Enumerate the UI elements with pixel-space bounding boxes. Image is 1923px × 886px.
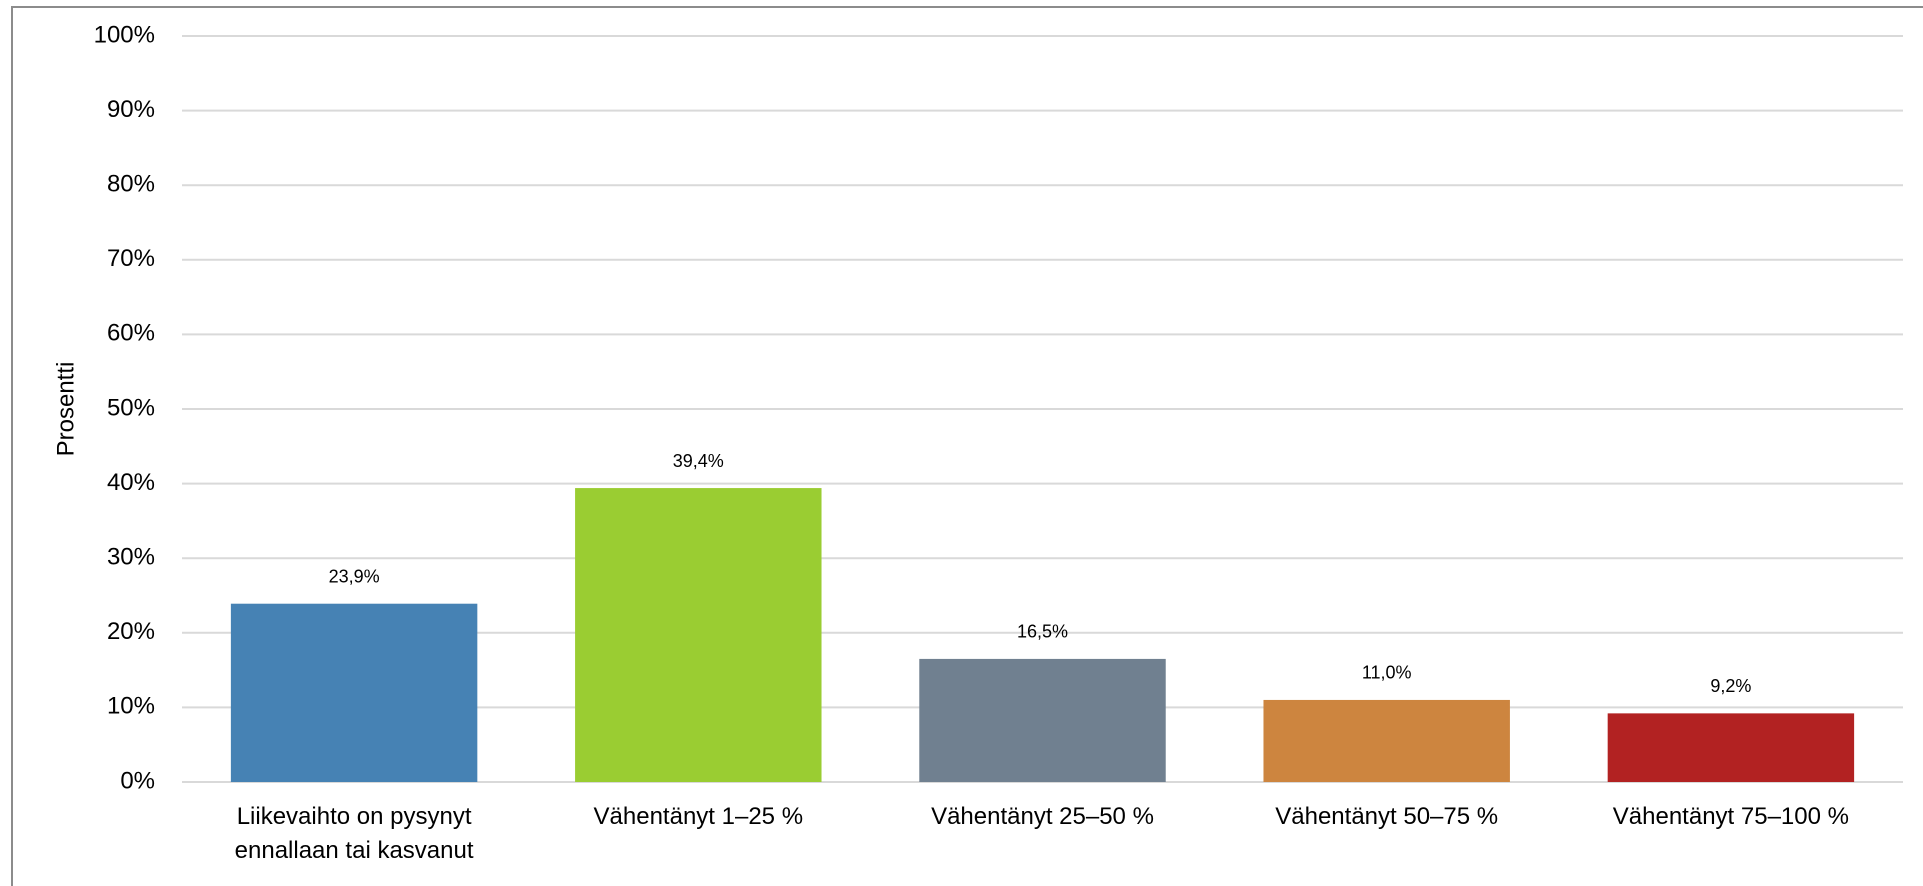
y-tick-label: 20%	[107, 618, 155, 645]
data-label: 16,5%	[1017, 622, 1068, 642]
bar	[230, 603, 478, 782]
y-tick-label: 50%	[107, 394, 155, 421]
data-label: 39,4%	[673, 451, 724, 471]
data-label: 11,0%	[1362, 663, 1412, 683]
bar	[1263, 699, 1510, 782]
y-tick-label: 40%	[107, 469, 155, 496]
y-tick-label: 10%	[107, 693, 155, 720]
data-label: 23,9%	[329, 566, 380, 586]
bar	[919, 658, 1166, 782]
bar	[575, 488, 822, 782]
y-tick-label: 90%	[107, 96, 155, 123]
x-tick-label: Vähentänyt 25–50 %	[931, 803, 1154, 830]
y-tick-label: 30%	[107, 544, 155, 571]
x-tick-label: Vähentänyt 50–75 %	[1275, 803, 1499, 830]
x-tick-label: Vähentänyt 75–100 %	[1612, 803, 1849, 830]
x-tick-label: Liikevaihto on pysynyt ennallaan tai kas…	[234, 803, 474, 864]
data-label: 9,2%	[1710, 676, 1751, 696]
chart-border	[11, 6, 1923, 886]
y-axis-title: Prosentti	[52, 362, 79, 457]
bar	[1607, 713, 1855, 782]
y-tick-label: 80%	[107, 171, 155, 198]
x-tick-label: Vähentänyt 1–25 %	[593, 803, 804, 830]
y-tick-label: 100%	[94, 21, 155, 48]
y-tick-label: 0%	[120, 767, 155, 794]
y-tick-label: 60%	[107, 320, 155, 347]
y-tick-label: 70%	[107, 245, 155, 272]
